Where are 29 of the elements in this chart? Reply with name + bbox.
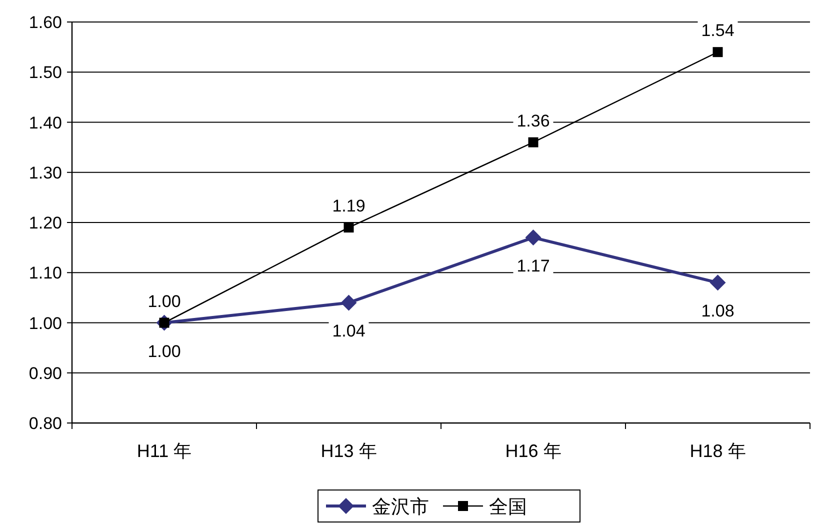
x-tick-label: H13 年 — [320, 441, 377, 461]
x-tick-label: H16 年 — [505, 441, 562, 461]
y-tick-label: 0.90 — [28, 364, 62, 383]
data-label: 1.08 — [701, 302, 734, 321]
y-tick-label: 0.80 — [28, 414, 62, 433]
data-label: 1.54 — [701, 21, 734, 40]
point — [710, 274, 726, 291]
x-tick-label: H11 年 — [136, 441, 192, 461]
y-tick-label: 1.20 — [28, 214, 62, 232]
data-label: 1.04 — [332, 322, 366, 341]
x-tick-label: H18 年 — [690, 441, 746, 461]
y-tick-label: 1.00 — [28, 314, 62, 333]
y-tick-label: 1.60 — [28, 13, 62, 32]
y-tick-label: 1.30 — [28, 163, 62, 182]
legend-label: 全国 — [489, 497, 527, 518]
point — [525, 230, 542, 246]
point — [712, 47, 723, 58]
data-label: 1.00 — [148, 292, 181, 311]
y-tick-label: 1.50 — [28, 63, 62, 82]
y-tick-label: 1.40 — [28, 113, 62, 132]
data-label: 1.19 — [332, 196, 366, 216]
data-label: 1.00 — [148, 342, 181, 361]
y-tick-label: 1.10 — [28, 264, 62, 283]
data-label: 1.17 — [516, 256, 550, 276]
point — [344, 222, 354, 233]
data-label: 1.36 — [516, 111, 550, 130]
legend-label: 金沢市 — [372, 496, 429, 518]
point — [528, 137, 538, 148]
point — [340, 294, 357, 311]
